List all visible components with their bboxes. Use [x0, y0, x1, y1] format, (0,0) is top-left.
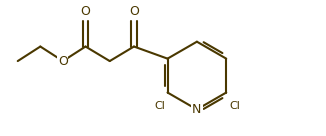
Text: N: N — [192, 103, 201, 116]
Text: Cl: Cl — [229, 101, 240, 111]
Text: O: O — [129, 5, 139, 18]
Text: Cl: Cl — [154, 101, 165, 111]
Text: O: O — [81, 5, 90, 18]
Text: O: O — [58, 55, 68, 68]
